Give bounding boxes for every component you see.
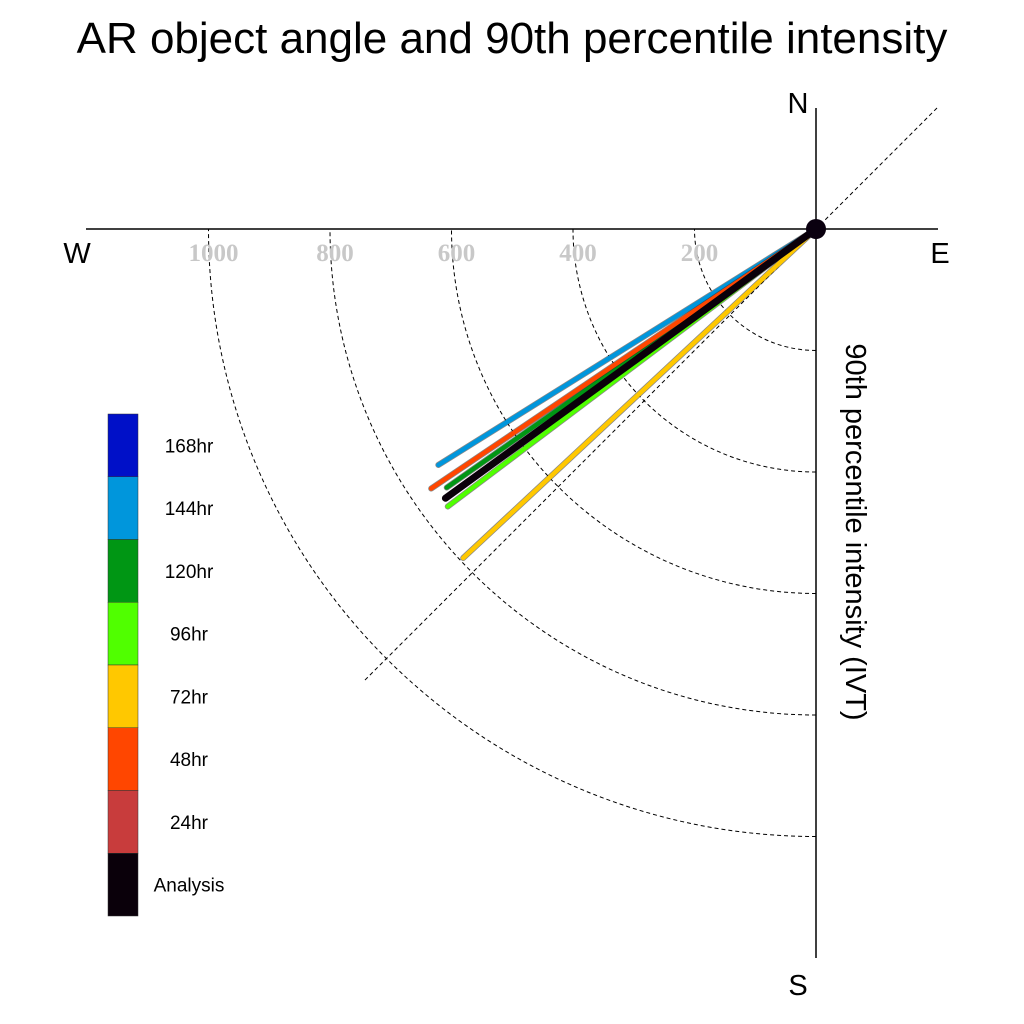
diagonal-guide [364, 107, 938, 681]
compass-west: W [63, 238, 91, 270]
compass-east: E [930, 238, 949, 270]
series-line-analysis [441, 225, 820, 502]
legend-swatch [107, 476, 139, 540]
axes-layer: N E S W 90th percentile intensity (IVT) [63, 88, 949, 1002]
radial-axis-title: 90th percentile intensity (IVT) [839, 343, 871, 720]
legend-swatch [107, 790, 139, 854]
range-ring [329, 228, 817, 716]
chart-title: AR object angle and 90th percentile inte… [76, 14, 948, 63]
range-ring [451, 228, 817, 594]
series-layer [428, 225, 820, 561]
legend-label: Analysis [154, 876, 225, 897]
origin-marker [806, 219, 826, 239]
range-ring [694, 228, 817, 351]
legend-label: 48hr [170, 750, 209, 771]
series-line-72hr [460, 226, 819, 561]
legend-label: 24hr [170, 813, 209, 834]
legend-label: 96hr [170, 625, 209, 646]
legend-label: 72hr [170, 687, 209, 708]
compass-south: S [788, 970, 807, 1002]
compass-north: N [788, 88, 809, 120]
legend-swatch [107, 539, 139, 603]
radial-tick-label: 200 [681, 240, 719, 267]
legend-label: 120hr [165, 562, 214, 583]
legend-swatch [107, 664, 139, 728]
legend-label: 144hr [165, 499, 214, 520]
legend-swatch [107, 727, 139, 791]
radial-tick-label: 1000 [189, 240, 239, 267]
legend-swatch [107, 413, 139, 477]
legend-swatch [107, 853, 139, 917]
legend-label: 168hr [165, 436, 214, 457]
radial-tick-label: 800 [316, 240, 354, 267]
legend: 168hr 144hr 120hr 96hr 72hr 48hr 24hr Analysis [107, 413, 225, 917]
tick-layer: 200 400 600 800 1000 [189, 240, 719, 267]
radial-tick-label: 600 [438, 240, 476, 267]
radial-tick-label: 400 [559, 240, 597, 267]
grid-layer [208, 107, 938, 837]
legend-swatch [107, 602, 139, 666]
